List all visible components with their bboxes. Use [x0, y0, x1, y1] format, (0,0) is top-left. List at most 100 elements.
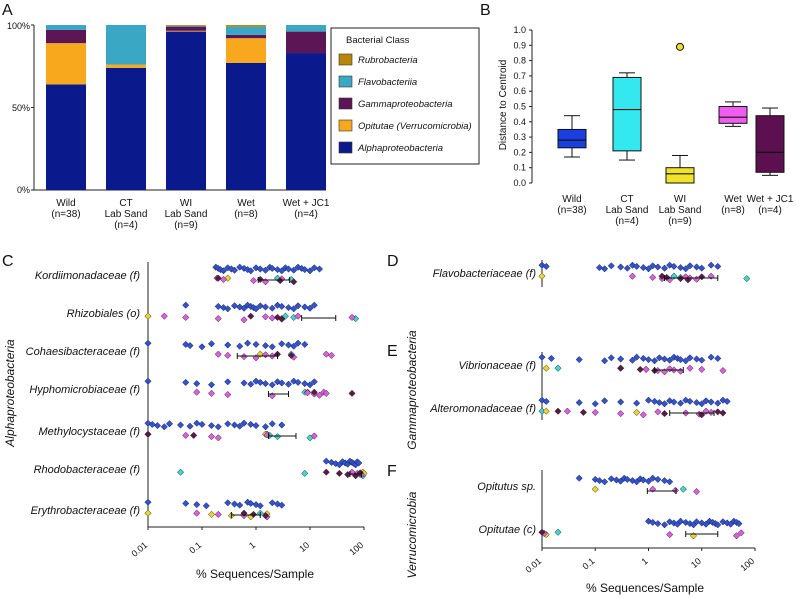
b-category-label-line: Wild — [562, 194, 581, 205]
b-category-label-line: (n=4) — [758, 205, 782, 216]
x-tick-label: 10 — [689, 556, 703, 570]
a-legend-label-gammaproteobacteria: Gammaproteobacteria — [358, 99, 453, 110]
a-category-label-line: (n=4) — [114, 220, 138, 231]
point-wild — [261, 342, 270, 350]
a-legend-swatch-gammaproteobacteria — [338, 97, 353, 110]
point-jc1 — [290, 278, 298, 286]
point-wild — [182, 499, 190, 507]
point-wild — [290, 266, 298, 274]
point-wild — [306, 304, 314, 312]
a-legend-label-flavobacteriia: Flavobacteriia — [358, 77, 417, 88]
point-wet — [649, 273, 657, 281]
point-wild — [670, 353, 678, 361]
point-wild — [547, 354, 555, 362]
point-wild — [698, 264, 706, 272]
point-wild — [252, 501, 260, 509]
point-jc1 — [617, 364, 625, 372]
point-wild — [230, 266, 239, 274]
row-label-cohaesibacteraceae-f: Cohaesibacteraceae (f) — [26, 346, 141, 358]
point-wet — [249, 277, 258, 285]
point-wild — [219, 304, 228, 312]
point-wild — [660, 264, 669, 272]
b-box-1 — [612, 76, 642, 152]
point-wild — [714, 399, 722, 407]
a-bar-gammaproteobacteria-2 — [166, 26, 206, 31]
point-wet — [240, 316, 248, 324]
row-label-erythrobacteraceae-f: Erythrobacteraceae (f) — [31, 505, 141, 517]
point-wild — [607, 262, 615, 270]
point-wild — [294, 378, 302, 386]
point-wild — [252, 305, 260, 313]
b-category-label-line: CT — [620, 194, 633, 205]
point-wild — [595, 477, 604, 485]
point-wild — [256, 378, 264, 386]
point-wild — [268, 343, 276, 351]
point-wi — [542, 364, 550, 372]
point-wild — [670, 262, 678, 270]
point-wild — [224, 305, 232, 313]
point-wild — [649, 474, 657, 482]
point-wild — [682, 357, 690, 365]
a-legend-swatch-flavobacteriia — [338, 75, 353, 88]
point-wild — [315, 265, 324, 273]
point-wild — [677, 264, 685, 272]
point-wild — [153, 422, 162, 430]
a-bar-gammaproteobacteria-0 — [46, 29, 86, 44]
point-jc1 — [287, 351, 295, 359]
f-side-label: Verrucomicrobia — [405, 491, 419, 578]
a-category-label-line: Wet — [237, 198, 255, 209]
point-wild — [247, 267, 255, 275]
point-wild — [247, 420, 255, 428]
point-wild — [261, 303, 270, 311]
point-wild — [660, 400, 669, 408]
point-wild — [278, 340, 286, 348]
x-tick-label: 0.1 — [581, 556, 597, 572]
b-category-label-line: Lab Sand — [606, 205, 649, 216]
x-tick-label: 100 — [347, 540, 365, 557]
point-wild — [639, 354, 647, 362]
point-wild — [686, 397, 694, 405]
point-wild — [224, 378, 232, 386]
a-legend-label-alphaproteobacteria: Alphaproteobacteria — [357, 143, 443, 154]
point-jc1 — [249, 510, 258, 518]
point-wet — [182, 431, 190, 439]
b-category-label: Wet (n=8) — [721, 194, 745, 216]
a-legend-label-rubrobacteria: Rubrobacteria — [358, 55, 418, 66]
b-ytick-label: 0.3 — [513, 132, 526, 142]
point-wild — [144, 377, 152, 385]
point-wild — [707, 398, 715, 406]
point-wild — [278, 501, 286, 509]
point-wild — [290, 305, 298, 313]
point-jc1 — [719, 409, 727, 417]
point-wild — [670, 519, 678, 527]
a-bar-opitutae-verrucomicrobia-1 — [106, 64, 146, 68]
b-category-label: WI Lab Sand (n=9) — [659, 194, 702, 227]
point-wild — [644, 396, 653, 404]
point-wild — [301, 266, 309, 274]
point-wild — [273, 378, 282, 386]
point-wi — [538, 272, 546, 280]
x-tick-label: 0.1 — [187, 540, 203, 556]
point-wi — [591, 485, 599, 493]
point-wild — [230, 302, 239, 310]
point-wet — [698, 365, 706, 373]
point-wild — [677, 517, 685, 525]
a-bar-alphaproteobacteria-1 — [106, 67, 146, 190]
point-wild — [617, 398, 625, 406]
b-ylabel: Distance to Centroid — [498, 60, 509, 151]
a-legend-box — [330, 27, 480, 165]
b-ytick-label: 1.0 — [513, 25, 526, 35]
point-wet — [207, 433, 216, 441]
point-wild — [193, 501, 201, 509]
point-wild — [284, 265, 293, 273]
point-wet — [617, 410, 625, 418]
point-wild — [639, 476, 647, 484]
point-wi — [144, 509, 152, 517]
point-wet — [686, 364, 694, 372]
a-category-label-line: Lab Sand — [105, 209, 148, 220]
point-wild — [714, 354, 722, 362]
b-box-0 — [557, 128, 587, 149]
point-wild — [268, 304, 276, 312]
panel-b-letter: B — [480, 2, 491, 19]
point-wild — [617, 355, 625, 363]
